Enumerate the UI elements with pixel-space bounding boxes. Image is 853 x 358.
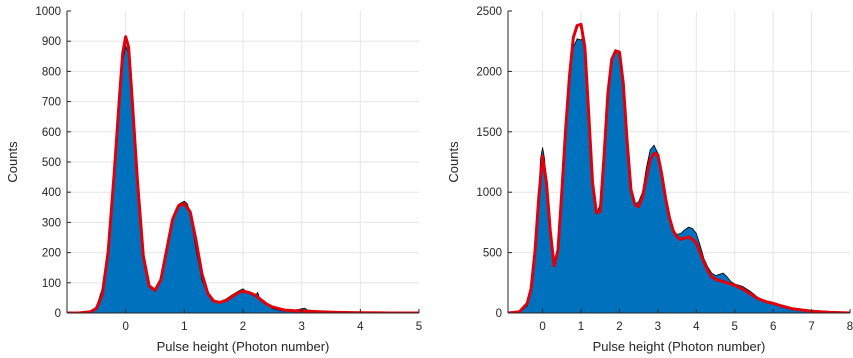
y-tick-label: 0 xyxy=(55,308,61,320)
y-tick-label: 600 xyxy=(42,127,61,139)
y-tick-label: 500 xyxy=(483,248,502,260)
x-tick-label: 2 xyxy=(240,321,246,333)
y-tick-label: 300 xyxy=(42,217,61,229)
x-tick-label: 4 xyxy=(357,321,364,333)
y-axis-label: Counts xyxy=(5,141,20,183)
y-tick-label: 2000 xyxy=(476,66,502,78)
x-tick-label: 8 xyxy=(847,321,853,333)
chart-left: 0 1 2 3 4 5 0 100 200 300 400 500 600 700 800 900 1000 Pu… xyxy=(5,6,422,354)
x-tick-label: 5 xyxy=(416,321,422,333)
x-tick-label: 2 xyxy=(616,321,622,333)
y-tick-label: 2500 xyxy=(476,6,502,18)
y-tick-label: 800 xyxy=(42,66,61,78)
y-tick-label: 1500 xyxy=(476,127,502,139)
x-tick-label: 0 xyxy=(122,321,128,333)
histogram-area xyxy=(508,36,850,313)
y-tick-label: 100 xyxy=(42,278,61,290)
x-tick-label: 7 xyxy=(808,321,814,333)
y-tick-label: 400 xyxy=(42,187,61,199)
y-tick-label: 200 xyxy=(42,248,61,260)
x-tick-label: 6 xyxy=(770,321,776,333)
y-tick-label: 700 xyxy=(42,97,61,109)
y-axis-label: Counts xyxy=(446,141,461,183)
x-tick-label: 1 xyxy=(578,321,584,333)
x-axis-label: Pulse height (Photon number) xyxy=(157,339,330,354)
chart-right: 0 1 2 3 4 5 6 7 8 0 500 1000 1500 2000 2500 Pulse heigh… xyxy=(446,6,853,354)
x-tick-label: 4 xyxy=(693,321,700,333)
y-tick-label: 1000 xyxy=(476,187,502,199)
x-tick-label: 5 xyxy=(732,321,738,333)
x-axis-label: Pulse height (Photon number) xyxy=(593,339,766,354)
x-tick-label: 3 xyxy=(655,321,661,333)
y-tick-label: 1000 xyxy=(35,6,61,18)
y-tick-label: 900 xyxy=(42,36,61,48)
x-tick-label: 3 xyxy=(298,321,304,333)
fit-curve xyxy=(67,35,419,313)
y-tick-label: 0 xyxy=(496,308,502,320)
x-tick-label: 1 xyxy=(181,321,187,333)
fit-curve xyxy=(508,22,850,313)
y-tick-label: 500 xyxy=(42,157,61,169)
x-tick-label: 0 xyxy=(539,321,545,333)
